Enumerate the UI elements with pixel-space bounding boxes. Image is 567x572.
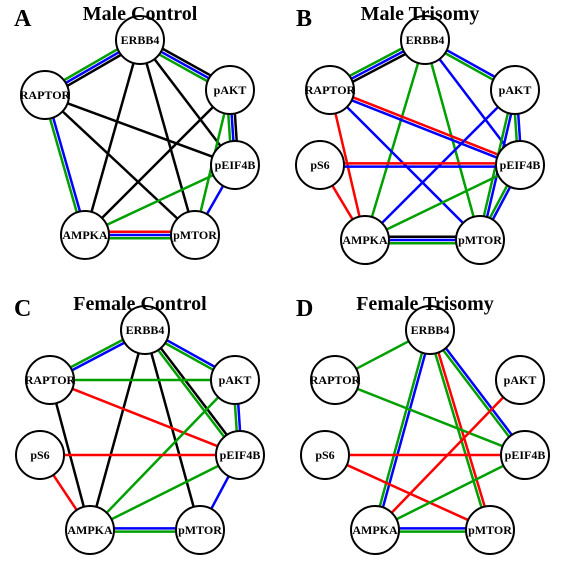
node-label-pS6: pS6 [310, 158, 329, 172]
node-label-ERBB4: ERBB4 [411, 323, 450, 337]
node-label-RAPTOR: RAPTOR [25, 373, 76, 387]
panel-D: ERBB4 RAPTOR pAKT pS6 pEIF4B AMPKA pMTOR D Femal… [296, 293, 549, 554]
node-label-pEIF4B: pEIF4B [505, 448, 546, 462]
panel-C: ERBB4 RAPTOR pAKT pS6 pEIF4B AMPKA pMTOR C Femal… [14, 293, 264, 554]
edge-pEIF4B-pMTOR [493, 187, 510, 220]
node-label-RAPTOR: RAPTOR [20, 88, 71, 102]
nodes: ERBB4 RAPTOR pAKT pS6 pEIF4B AMPKA pMTOR [16, 306, 264, 554]
edge-ERBB4-pAKT [161, 52, 209, 79]
node-label-RAPTOR: RAPTOR [310, 373, 361, 387]
edge-RAPTOR-pEIF4B [357, 389, 502, 446]
panel-letter: C [14, 296, 31, 322]
node-label-pMTOR: pMTOR [173, 228, 217, 242]
node-label-pMTOR: pMTOR [458, 233, 502, 247]
node-label-pS6: pS6 [315, 448, 334, 462]
panel-title: Female Control [73, 293, 207, 315]
edge-ERBB4-RAPTOR [66, 52, 119, 83]
panel-title: Female Trisomy [356, 293, 494, 315]
node-label-pMTOR: pMTOR [178, 523, 222, 537]
edge-ERBB4-pAKT [165, 343, 213, 370]
network-diagrams: ERBB4 RAPTOR pAKT pEIF4B AMPKA pMTOR A Male Con… [0, 0, 567, 572]
edge-ERBB4-pAKT [447, 50, 495, 77]
node-label-pS6: pS6 [30, 448, 49, 462]
node-label-pEIF4B: pEIF4B [500, 158, 541, 172]
node-label-ERBB4: ERBB4 [126, 323, 165, 337]
edge-ERBB4-RAPTOR [72, 343, 125, 371]
edge-pAKT-pEIF4B [235, 404, 237, 431]
edges [332, 48, 520, 243]
edge-ERBB4-RAPTOR [350, 48, 403, 76]
node-label-pEIF4B: pEIF4B [220, 448, 261, 462]
edge-RAPTOR-AMPKA [50, 119, 77, 213]
node-label-AMPKA: AMPKA [342, 233, 388, 247]
edge-pAKT-pEIF4B [232, 114, 234, 141]
panel-letter: B [296, 6, 312, 32]
edge-ERBB4-RAPTOR [67, 55, 120, 86]
edge-ERBB4-RAPTOR [353, 54, 406, 82]
node-label-pMTOR: pMTOR [468, 523, 512, 537]
edge-ERBB4-pMTOR [435, 353, 481, 507]
edge-ERBB4-RAPTOR [351, 51, 404, 79]
node-label-pAKT: pAKT [219, 373, 252, 387]
edge-pAKT-pEIF4B [235, 114, 237, 141]
panel-A: ERBB4 RAPTOR pAKT pEIF4B AMPKA pMTOR A Male Con… [14, 3, 259, 259]
edge-pS6-AMPKA [53, 475, 76, 510]
edge-pAKT-pEIF4B [515, 114, 517, 141]
panel-title: Male Trisomy [361, 3, 480, 25]
node-label-pAKT: pAKT [504, 373, 537, 387]
edge-ERBB4-pAKT [167, 340, 215, 367]
edge-ERBB4-pAKT [163, 49, 211, 76]
edges [53, 340, 240, 532]
panel-B: ERBB4 RAPTOR pAKT pS6 pEIF4B AMPKA pMTOR B Male … [296, 3, 544, 264]
edge-pEIF4B-pMTOR [207, 186, 223, 214]
node-label-pAKT: pAKT [499, 83, 532, 97]
edge-pEIF4B-pMTOR [211, 476, 228, 509]
node-label-ERBB4: ERBB4 [121, 33, 160, 47]
edge-ERBB4-RAPTOR [356, 341, 409, 369]
edge-ERBB4-AMPKA [92, 63, 134, 212]
edges [347, 341, 512, 531]
edge-ERBB4-pAKT [159, 55, 207, 82]
edge-RAPTOR-pEIF4B [72, 389, 217, 446]
node-label-pEIF4B: pEIF4B [215, 158, 256, 172]
edge-ERBB4-RAPTOR [70, 340, 123, 368]
panel-letter: D [296, 296, 313, 322]
panel-letter: A [14, 6, 32, 32]
node-label-AMPKA: AMPKA [352, 523, 398, 537]
node-label-AMPKA: AMPKA [67, 523, 113, 537]
edge-pS6-AMPKA [332, 186, 352, 220]
node-label-RAPTOR: RAPTOR [305, 83, 356, 97]
edge-pAKT-pEIF4B [518, 114, 520, 141]
edge-RAPTOR-pMTOR [347, 107, 463, 223]
panel-title: Male Control [83, 3, 198, 25]
edge-ERBB4-AMPKA [96, 353, 138, 507]
node-label-ERBB4: ERBB4 [406, 33, 445, 47]
nodes: ERBB4 RAPTOR pAKT pS6 pEIF4B AMPKA pMTOR [301, 306, 549, 554]
edge-RAPTOR-AMPKA [53, 118, 80, 212]
edge-pAKT-pEIF4B [228, 114, 230, 141]
edge-RAPTOR-pMTOR [63, 111, 178, 218]
nodes: ERBB4 RAPTOR pAKT pS6 pEIF4B AMPKA pMTOR [296, 16, 544, 264]
edge-pAKT-pEIF4B [238, 404, 240, 431]
node-label-AMPKA: AMPKA [62, 228, 108, 242]
node-label-pAKT: pAKT [214, 83, 247, 97]
edge-ERBB4-RAPTOR [64, 49, 117, 80]
